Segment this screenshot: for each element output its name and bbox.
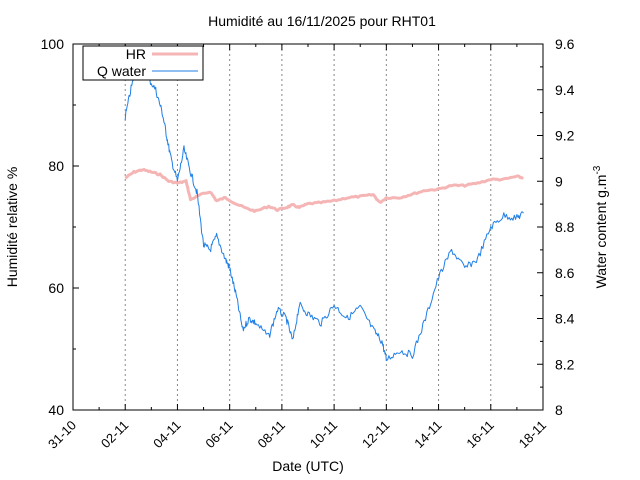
- axis-ticks: [72, 43, 544, 411]
- legend-label-q-water: Q water: [97, 63, 146, 79]
- right-axis-label-superscript: -3: [592, 165, 603, 174]
- series-line-q-water: [124, 65, 524, 362]
- y-left-tick-label: 40: [48, 402, 64, 418]
- y-right-tick-label: 9.2: [555, 128, 575, 144]
- left-tick-labels: 40 60 80 100: [41, 36, 65, 418]
- x-axis-label: Date (UTC): [272, 458, 344, 474]
- y-right-tick-label: 8: [555, 402, 563, 418]
- legend: HR Q water: [82, 45, 204, 81]
- y-left-tick-label: 100: [41, 36, 65, 52]
- y-left-tick-label: 60: [48, 280, 64, 296]
- vertical-grid: [124, 44, 492, 410]
- y-right-tick-label: 8.6: [555, 265, 575, 281]
- y-right-tick-label: 8.2: [555, 356, 575, 372]
- y-right-tick-label: 8.8: [555, 219, 575, 235]
- series-q-water: [124, 65, 524, 362]
- chart-title: Humidité au 16/11/2025 pour RHT01: [208, 13, 436, 29]
- right-axis-label-base: Water content g.m: [593, 175, 609, 289]
- series-hr: [124, 167, 524, 213]
- y-right-tick-label: 8.4: [555, 311, 575, 327]
- left-axis-label: Humidité relative %: [4, 167, 20, 288]
- series-line-hr: [124, 167, 524, 213]
- y-right-tick-label: 9.4: [555, 82, 575, 98]
- y-right-tick-label: 9: [555, 173, 563, 189]
- legend-box: [82, 45, 204, 81]
- right-tick-labels: 8 8.2 8.4 8.6 8.8 9 9.2 9.4 9.6: [555, 36, 575, 418]
- y-left-tick-label: 80: [48, 158, 64, 174]
- y-right-tick-label: 9.6: [555, 36, 575, 52]
- right-axis-label: Water content g.m-3: [592, 165, 609, 288]
- legend-label-hr: HR: [126, 46, 146, 62]
